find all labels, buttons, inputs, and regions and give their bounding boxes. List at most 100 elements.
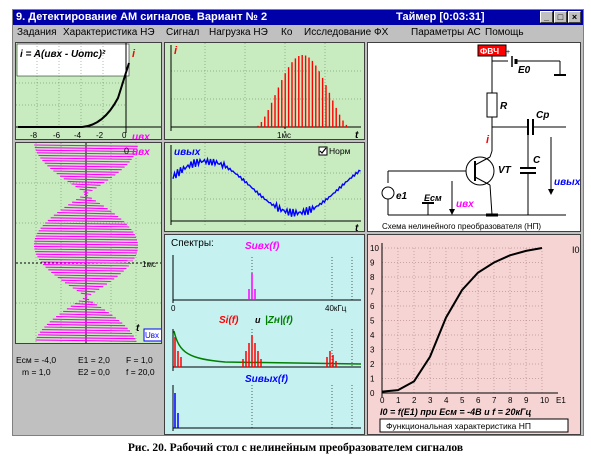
- input-wave-segment: [47, 219, 125, 223]
- zero-label: 0: [124, 146, 129, 156]
- x-tick-label: 6: [476, 396, 481, 405]
- ecm-label: Eсм: [424, 193, 442, 203]
- x-tick-label: 2: [412, 396, 417, 405]
- current-plot[interactable]: i t 1мс: [164, 42, 365, 140]
- menu-tasks[interactable]: Задания: [17, 27, 57, 38]
- input-wave-segment: [66, 308, 106, 311]
- minimize-button[interactable]: _: [540, 11, 553, 23]
- y-tick-label: 1: [370, 375, 375, 384]
- input-wave-segment: [49, 321, 123, 324]
- input-wave-segment: [53, 170, 119, 173]
- characteristic-plot[interactable]: i = A(uвх - Uотс)² i uвх -8 -6 -4 -2 0: [15, 42, 162, 140]
- param-e2: E2 = 0,0: [78, 367, 110, 377]
- input-wave-segment: [82, 297, 90, 301]
- param-m: m = 1,0: [22, 367, 51, 377]
- norm-label: Норм: [329, 146, 351, 156]
- time-marker: 1мс: [142, 260, 156, 269]
- input-wave-segment: [84, 295, 88, 298]
- x-tick-label: 9: [524, 396, 529, 405]
- and-label: и: [255, 315, 261, 325]
- menu-signal[interactable]: Сигнал: [166, 27, 200, 38]
- input-wave-segment: [34, 243, 138, 246]
- s-in-spectrum: [248, 273, 256, 300]
- menu-load[interactable]: Нагрузка НЭ: [209, 27, 268, 38]
- y-tick-label: 10: [370, 244, 379, 253]
- window-title: 9. Детектирование АМ сигналов. Вариант №…: [16, 11, 268, 23]
- menu-research[interactable]: Исследование ФХ: [304, 27, 389, 38]
- input-wave-segment: [42, 160, 130, 163]
- zn-curve: [173, 330, 362, 365]
- input-wave-segment: [64, 206, 108, 210]
- y-tick-label: 6: [370, 302, 375, 311]
- y-tick-label: 9: [370, 259, 375, 268]
- tick-label: -2: [96, 131, 104, 140]
- input-signal-plot[interactable]: 0 uвх 1мс t Uвх: [15, 142, 162, 344]
- close-button[interactable]: ×: [568, 11, 581, 23]
- input-wave-segment: [47, 165, 125, 168]
- input-wave-segment: [37, 232, 135, 236]
- io-axis-label: I0: [572, 245, 580, 255]
- input-wave-segment: [40, 227, 132, 231]
- input-wave-segment: [38, 230, 134, 233]
- uvx-badge[interactable]: Uвх: [145, 331, 159, 340]
- input-wave-segment: [45, 266, 127, 270]
- input-wave-segment: [76, 199, 96, 202]
- y-tick-label: 4: [370, 331, 375, 340]
- input-wave-segment: [48, 269, 124, 272]
- menu-help[interactable]: Помощь: [485, 27, 524, 38]
- input-wave-segment: [34, 248, 138, 251]
- y-tick-label: 2: [370, 360, 375, 369]
- input-wave-segment: [37, 256, 135, 259]
- input-wave-segment: [34, 240, 138, 244]
- input-wave-segment: [39, 331, 133, 335]
- input-wave-segment: [34, 144, 138, 147]
- functional-characteristic-plot[interactable]: 10 9 8 7 6 5 4 3 2 1 0 0 1 2 3 4 5 6 7 8 9 10 E1 I0 I0 = f(E1…: [367, 234, 581, 435]
- input-wave-segment: [40, 157, 132, 160]
- input-wave-segment: [36, 152, 136, 155]
- menu-params[interactable]: Параметры АС: [411, 27, 481, 38]
- input-wave-segment: [50, 217, 122, 220]
- input-wave-segment: [53, 214, 119, 218]
- input-wave-segment: [45, 222, 127, 225]
- input-wave-segment: [34, 238, 138, 241]
- c-label: C: [533, 155, 541, 166]
- x-tick-label: 7: [492, 396, 497, 405]
- s-in-label: Suвх(f): [245, 241, 280, 252]
- param-F: F = 1,0: [126, 355, 153, 365]
- schematic-title: Схема нелинейного преобразователя (НП): [382, 222, 541, 231]
- y-axis-label: uвх: [132, 147, 150, 158]
- uvx-label: uвх: [456, 199, 474, 210]
- x-tick-label: 5: [460, 396, 465, 405]
- input-wave-segment: [35, 251, 137, 254]
- x-tick-label: E1: [556, 396, 566, 405]
- x-tick-label: 10: [540, 396, 549, 405]
- x-axis-label: t: [355, 130, 359, 140]
- hpf-button-label: ФВЧ: [480, 46, 499, 56]
- maximize-button[interactable]: □: [554, 11, 567, 23]
- menu-bar: Задания Характеристика НЭ Сигнал Нагрузк…: [13, 26, 583, 40]
- output-signal-plot[interactable]: uвых Норм t: [164, 142, 365, 232]
- menu-ko[interactable]: Ко: [281, 27, 293, 38]
- y-tick-label: 8: [370, 273, 375, 282]
- cp-label: Cр: [536, 110, 549, 121]
- input-wave-segment: [35, 235, 137, 238]
- input-wave-segment: [56, 316, 116, 319]
- y-tick-label: 3: [370, 346, 375, 355]
- tick-label: -6: [53, 131, 61, 140]
- param-ecm: Eсм = -4,0: [16, 355, 57, 365]
- spectra-panel[interactable]: Спектры: Suвх(f) 0 40кГц Si(f) и |Zн|(f): [164, 234, 365, 435]
- app-window: 9. Детектирование АМ сигналов. Вариант №…: [12, 9, 584, 436]
- input-wave-segment: [76, 290, 96, 293]
- current-label: i: [486, 134, 490, 146]
- input-wave-segment: [57, 277, 115, 280]
- s-current-label: Si(f): [219, 315, 239, 326]
- input-wave-segment: [78, 300, 94, 303]
- menu-characteristic[interactable]: Характеристика НЭ: [63, 27, 155, 38]
- s-out-spectrum: [174, 393, 179, 428]
- input-wave-segment: [60, 209, 112, 212]
- x-axis-label: t: [355, 223, 359, 232]
- input-wave-segment: [61, 279, 111, 283]
- input-wave-segment: [54, 274, 118, 277]
- param-e1: E1 = 2,0: [78, 355, 110, 365]
- input-wave-segment: [63, 178, 109, 181]
